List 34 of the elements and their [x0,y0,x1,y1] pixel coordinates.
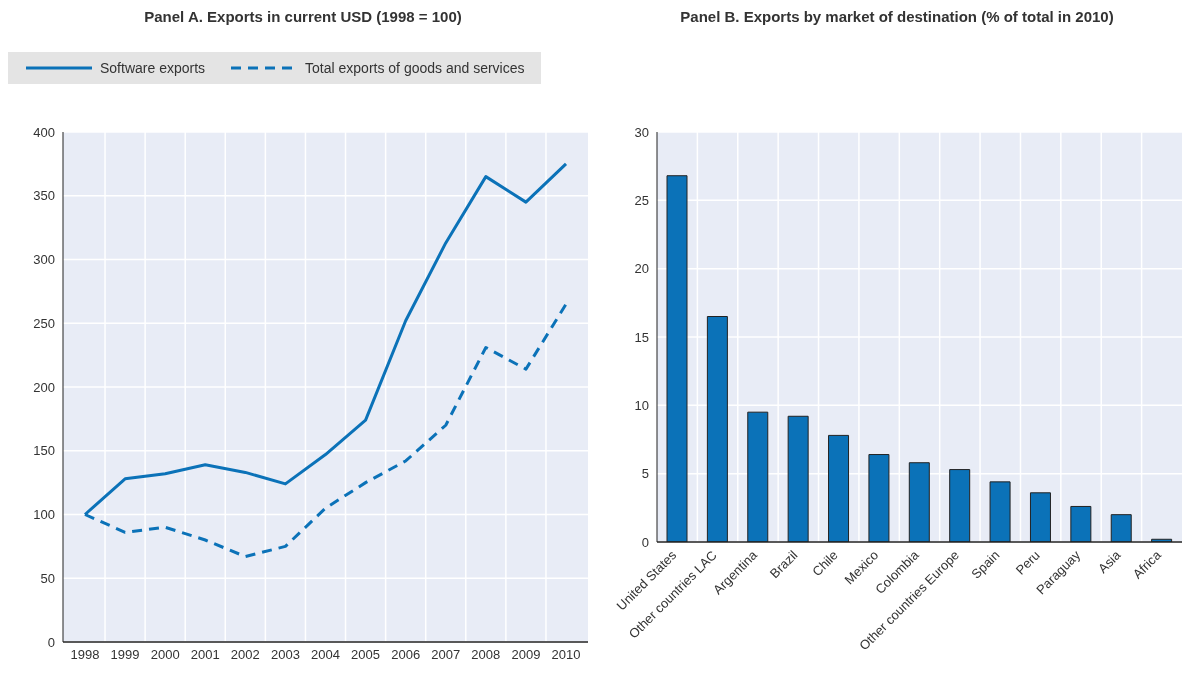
x-tick-label: 2005 [351,647,381,663]
y-tick-label: 10 [634,397,649,413]
x-tick-label: 2000 [150,647,180,663]
y-tick-label: 0 [47,634,55,650]
x-tick-label: 2008 [471,647,501,663]
x-tick-label: 2001 [190,647,220,663]
x-tick-label: 2006 [391,647,421,663]
y-tick-label: 0 [641,534,649,550]
x-tick-label: 1998 [70,647,100,663]
x-tick-label: Asia [1095,546,1125,577]
y-tick-label: 300 [33,252,55,268]
y-tick-label: 50 [40,570,55,586]
y-tick-label: 150 [33,443,55,459]
y-tick-label: 400 [33,124,55,140]
x-tick-label: 1999 [110,647,140,663]
y-tick-label: 250 [33,315,55,331]
x-tick-label: 2003 [270,647,300,663]
y-tick-label: 15 [634,329,649,345]
y-tick-label: 25 [634,192,649,208]
x-tick-label: 2010 [551,647,581,663]
chart-title: Panel A. Exports in current USD (1998 = 100) [143,8,463,27]
x-tick-label: 2004 [311,647,340,663]
legend-label: Software exports [99,60,206,76]
y-tick-label: 20 [634,261,649,277]
x-tick-label: 2002 [230,647,260,663]
legend-label: Total exports of goods and services [304,60,525,76]
y-tick-label: 30 [634,124,649,140]
y-tick-label: 5 [641,466,649,482]
y-tick-label: 100 [33,507,55,523]
x-tick-label: 2009 [511,647,541,663]
y-tick-label: 200 [33,379,55,395]
chart-title: Panel B. Exports by market of destination (% of total in 2010) [679,8,1115,27]
y-tick-label: 350 [33,188,55,204]
x-tick-label: 2007 [431,647,461,663]
